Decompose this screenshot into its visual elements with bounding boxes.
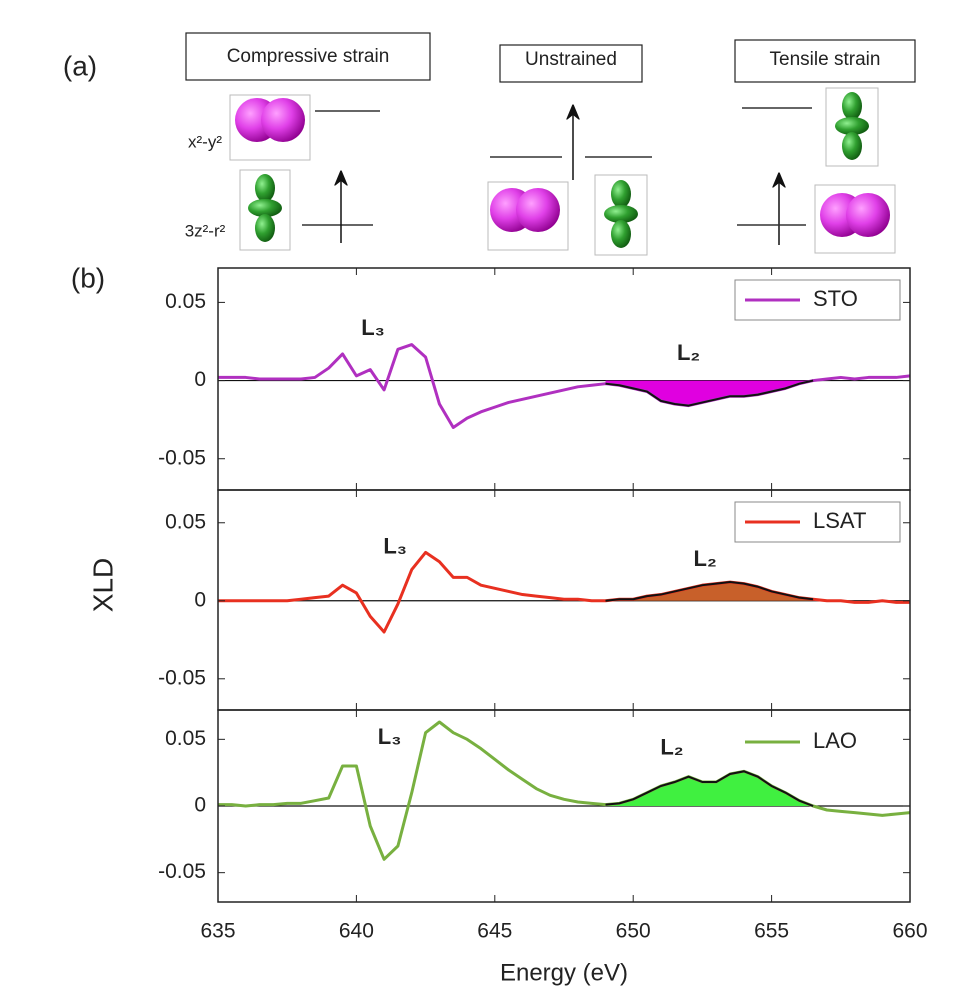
orbital-dx2y2 <box>487 181 569 251</box>
orbital-dz2 <box>239 169 291 251</box>
y-tick-label: -0.05 <box>158 446 206 469</box>
y-tick-label: 0.05 <box>165 290 206 313</box>
orbital-label: 3z²-r² <box>185 221 226 240</box>
orbital-label: x²-y² <box>188 132 222 151</box>
label-box <box>185 32 431 81</box>
orbital-dx2y2 <box>229 94 311 161</box>
y-tick-label: -0.05 <box>158 860 206 883</box>
peak-label: L₃ <box>361 315 385 340</box>
y-tick-label: 0.05 <box>165 510 206 533</box>
l2-outline <box>605 770 814 807</box>
box-label: Tensile strain <box>770 49 881 70</box>
panel-a: (a) Compressive strain Unstrained Tensil… <box>63 32 916 256</box>
legend: STO <box>734 279 901 321</box>
box-label: Compressive strain <box>227 46 390 67</box>
label-box <box>734 39 916 83</box>
legend-label: STO <box>813 286 858 311</box>
peak-label: L₂ <box>694 546 717 571</box>
y-tick-label: 0 <box>194 588 206 611</box>
y-tick-label: 0 <box>194 794 206 817</box>
orbital-dz2 <box>825 87 879 167</box>
peak-label: L₃ <box>383 534 407 559</box>
x-tick-label: 635 <box>200 920 235 943</box>
y-axis-label: XLD <box>87 558 118 612</box>
x-tick-label: 640 <box>339 920 374 943</box>
peak-label: L₃ <box>378 724 402 749</box>
orbital-dx2y2 <box>814 184 896 254</box>
legend: LSAT <box>734 501 901 543</box>
l2-outline <box>605 581 814 602</box>
peak-label: L₂ <box>677 340 700 365</box>
panel-label: (b) <box>71 262 105 293</box>
l2-shade <box>605 380 814 406</box>
y-tick-label: -0.05 <box>158 666 206 689</box>
peak-label: L₂ <box>660 734 683 759</box>
y-tick-label: 0.05 <box>165 727 206 750</box>
x-tick-label: 645 <box>477 920 512 943</box>
x-axis-label: Energy (eV) <box>500 959 628 986</box>
l2-outline <box>605 379 814 407</box>
panel-label: (a) <box>63 50 97 81</box>
label-box <box>499 44 643 83</box>
y-tick-label: 0 <box>194 368 206 391</box>
x-tick-label: 650 <box>616 920 651 943</box>
box-label: Unstrained <box>525 49 617 70</box>
orbital-dz2 <box>594 174 648 256</box>
legend-label: LAO <box>813 728 857 753</box>
x-tick-label: 660 <box>892 920 927 943</box>
x-tick-label: 655 <box>754 920 789 943</box>
legend: LAO <box>745 728 857 753</box>
legend-label: LSAT <box>813 508 866 533</box>
